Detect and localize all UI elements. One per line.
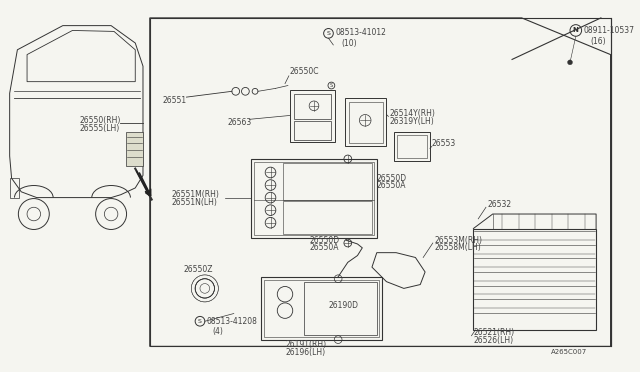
Text: 26550(RH): 26550(RH) xyxy=(79,116,120,125)
Text: 26550D: 26550D xyxy=(377,174,407,183)
Bar xyxy=(254,162,374,235)
Text: S: S xyxy=(198,319,202,324)
Text: 26191(RH): 26191(RH) xyxy=(285,340,326,349)
Text: 26553: 26553 xyxy=(432,139,456,148)
Bar xyxy=(397,135,427,158)
Text: 26563: 26563 xyxy=(227,118,252,127)
Bar xyxy=(283,163,372,199)
Text: 26550A: 26550A xyxy=(309,243,339,252)
Text: 08513-41012: 08513-41012 xyxy=(335,28,386,37)
Text: 26514Y(RH): 26514Y(RH) xyxy=(389,109,435,118)
Bar xyxy=(283,202,372,234)
Text: S: S xyxy=(326,31,330,36)
Circle shape xyxy=(568,60,572,65)
Bar xyxy=(150,18,611,346)
Text: 26526(LH): 26526(LH) xyxy=(474,336,513,345)
Text: 26551M(RH): 26551M(RH) xyxy=(172,190,220,199)
Bar xyxy=(474,228,596,330)
Bar xyxy=(349,102,383,142)
Text: 26550C: 26550C xyxy=(290,67,319,77)
Text: 26550D: 26550D xyxy=(309,235,339,245)
Text: (16): (16) xyxy=(590,36,606,46)
Text: (4): (4) xyxy=(212,327,223,336)
Polygon shape xyxy=(125,132,143,166)
Text: 08911-10537: 08911-10537 xyxy=(584,26,634,35)
Text: 26553M(RH): 26553M(RH) xyxy=(435,235,483,245)
Text: 26319Y(LH): 26319Y(LH) xyxy=(389,117,434,126)
Bar xyxy=(294,94,332,119)
Text: 26190D: 26190D xyxy=(328,301,358,310)
Text: S: S xyxy=(330,83,333,88)
Text: A265C007: A265C007 xyxy=(550,349,587,355)
Text: 26550Z: 26550Z xyxy=(184,264,213,273)
Bar xyxy=(305,282,377,335)
Bar xyxy=(290,90,335,142)
Text: 26532: 26532 xyxy=(488,200,512,209)
Text: 26558M(LH): 26558M(LH) xyxy=(435,243,481,252)
Text: 26550A: 26550A xyxy=(377,182,406,190)
Text: 26521(RH): 26521(RH) xyxy=(474,328,515,337)
Bar xyxy=(345,98,387,147)
Text: 26196(LH): 26196(LH) xyxy=(285,348,325,357)
Bar xyxy=(294,121,332,140)
Bar xyxy=(261,277,381,340)
Text: 26555(LH): 26555(LH) xyxy=(79,124,120,132)
Text: (10): (10) xyxy=(341,39,356,48)
Text: N: N xyxy=(573,28,579,33)
Text: 26551: 26551 xyxy=(163,96,186,105)
Bar xyxy=(251,159,377,238)
Bar xyxy=(264,280,379,337)
Text: 08513-41208: 08513-41208 xyxy=(207,317,258,326)
Bar xyxy=(394,132,430,161)
Text: 26551N(LH): 26551N(LH) xyxy=(172,198,218,207)
